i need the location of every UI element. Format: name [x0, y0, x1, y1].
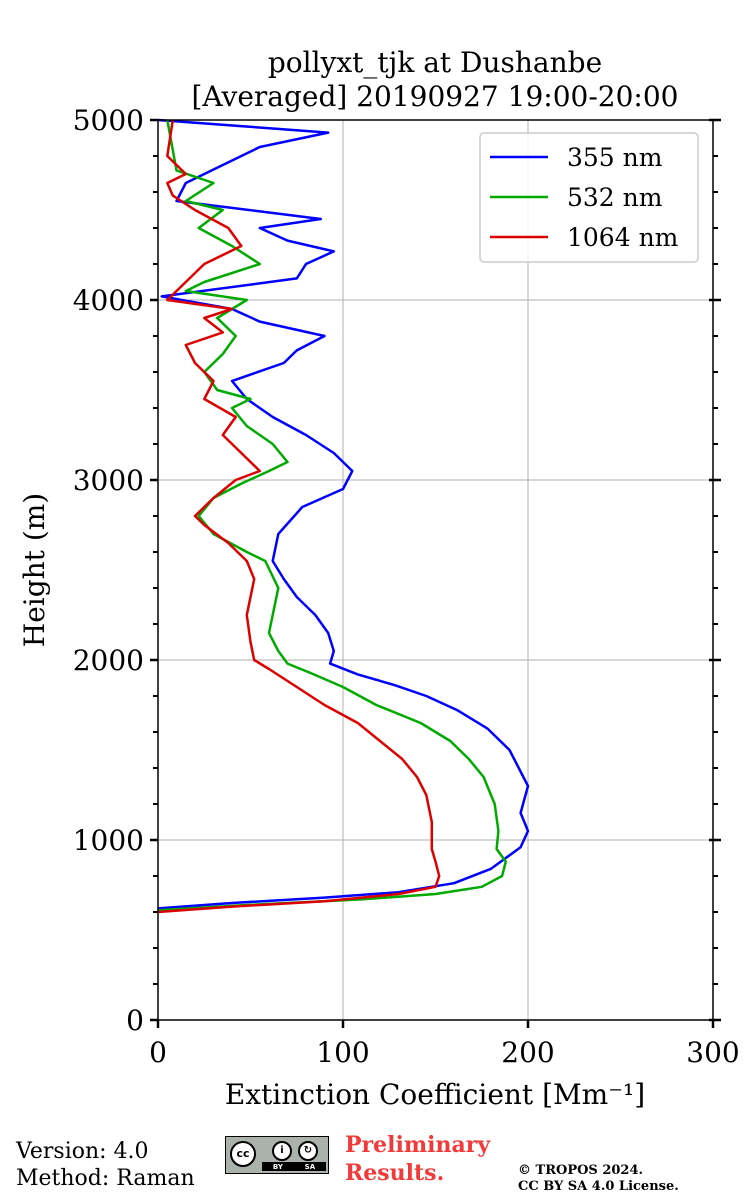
chart-subtitle: [Averaged] 20190927 19:00-20:00	[192, 80, 679, 113]
footer-version-method: Version: 4.0 Method: Raman	[16, 1138, 195, 1192]
x-tick-label: 300	[686, 1036, 739, 1069]
version-text: Version: 4.0	[16, 1139, 149, 1164]
y-tick-label: 0	[126, 1004, 144, 1037]
legend-label: 355 nm	[567, 143, 663, 172]
y-tick-label: 2000	[73, 644, 144, 677]
preliminary-line-1: Preliminary	[345, 1132, 491, 1158]
x-tick-label: 100	[316, 1036, 369, 1069]
series-line-1064-nm	[157, 119, 441, 914]
major-ticks	[150, 118, 721, 1028]
x-tick-label: 200	[501, 1036, 554, 1069]
by-person-icon: i	[272, 1141, 292, 1161]
legend-label: 532 nm	[567, 183, 663, 212]
chart-canvas: pollyxt_tjk at Dushanbe [Averaged] 20190…	[18, 46, 740, 1111]
series-line-355-nm	[157, 118, 530, 910]
copyright-line-1: © TROPOS 2024.	[518, 1163, 644, 1178]
y-tick-label: 5000	[73, 104, 144, 137]
legend-frame	[479, 132, 699, 263]
series-line-532-nm	[157, 119, 508, 912]
x-tick-label: 0	[149, 1036, 167, 1069]
y-tick-label: 1000	[73, 824, 144, 857]
y-axis-label: Height (m)	[18, 493, 51, 647]
cc-icon: cc	[230, 1141, 256, 1167]
copyright-notice: © TROPOS 2024. CC BY SA 4.0 License.	[518, 1163, 679, 1195]
cc-license-badge: cc i ↻ BY SA	[225, 1136, 329, 1174]
minor-ticks	[153, 155, 718, 985]
chart-title: pollyxt_tjk at Dushanbe	[268, 46, 602, 79]
sa-label: SA	[304, 1162, 316, 1171]
preliminary-line-2: Results.	[345, 1160, 445, 1186]
y-tick-label: 3000	[73, 464, 144, 497]
tick-labels: 0 1000 2000 3000 4000 5000 0 100 200 300	[73, 104, 740, 1069]
y-tick-label: 4000	[73, 284, 144, 317]
preliminary-results-note: Preliminary Results.	[345, 1131, 490, 1187]
plot-frame	[157, 119, 714, 1021]
license-strip: BY SA	[262, 1162, 326, 1171]
legend-label: 1064 nm	[567, 223, 679, 252]
copyright-line-2: CC BY SA 4.0 License.	[518, 1179, 679, 1194]
method-text: Method: Raman	[16, 1166, 195, 1191]
by-label: BY	[272, 1162, 283, 1171]
legend: 355 nm 532 nm 1064 nm	[479, 132, 699, 263]
sa-share-icon: ↻	[298, 1141, 318, 1161]
plot-series	[157, 118, 530, 914]
x-axis-label: Extinction Coefficient [Mm⁻¹]	[225, 1078, 645, 1111]
